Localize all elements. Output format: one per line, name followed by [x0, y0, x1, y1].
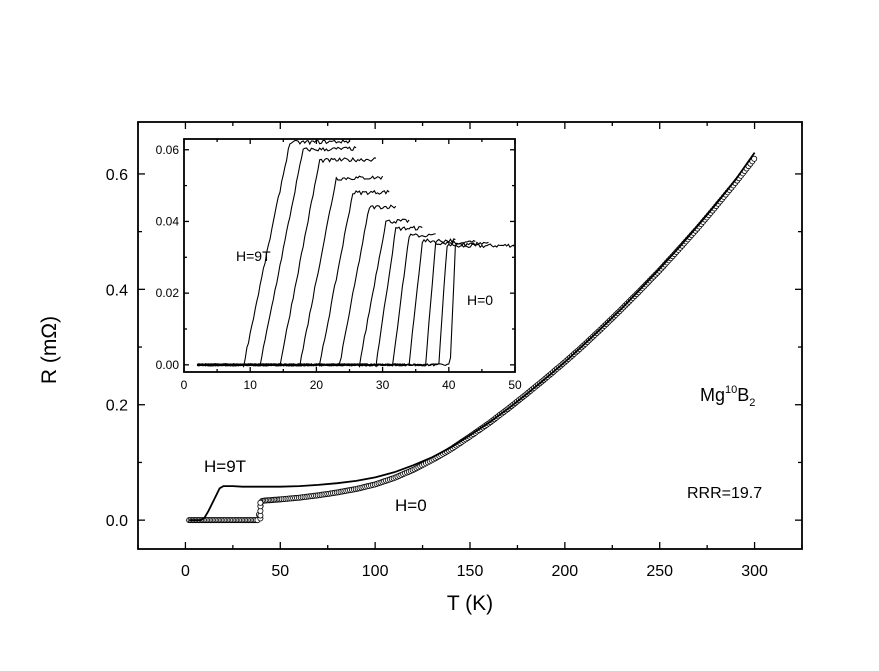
sample-element: B — [737, 385, 749, 405]
x-tick-label: 0 — [181, 563, 190, 580]
y-tick-label: 0.0 — [106, 513, 128, 530]
x-axis-title: T (K) — [447, 592, 493, 615]
sample-label: Mg10B2 — [700, 384, 755, 409]
inset-x-tick-label: 20 — [310, 378, 324, 392]
y-axis-title: R (mΩ) — [38, 316, 61, 384]
main-series — [186, 152, 758, 524]
inset-x-tick-label: 30 — [376, 378, 390, 392]
inset-y-tick-label: 0.04 — [156, 214, 180, 228]
inset-annotation-h0: H=0 — [467, 292, 493, 308]
inset-annotation-h9t: H=9T — [236, 248, 271, 264]
y-tick-label: 0.6 — [106, 167, 128, 184]
series-h9t-line — [189, 152, 756, 521]
series-h0 — [186, 155, 758, 524]
x-tick-label: 250 — [646, 563, 673, 580]
sample-subscript: 2 — [749, 397, 755, 409]
inset-y-tick-label: 0.02 — [156, 286, 180, 300]
x-tick-label: 100 — [362, 563, 389, 580]
x-tick-label: 50 — [271, 563, 289, 580]
data-point-h0 — [257, 499, 264, 506]
inset-y-tick-label: 0.06 — [156, 143, 180, 157]
inset-plot: 0 10 20 30 40 50 0.00 0.02 0.04 0.06 H=9T H=0 — [156, 138, 522, 392]
inset-x-tick-label: 10 — [244, 378, 258, 392]
inset-ticks: 0 10 20 30 40 50 0.00 0.02 0.04 0.06 — [156, 139, 522, 392]
x-tick-label: 300 — [741, 563, 768, 580]
inset-x-tick-label: 50 — [508, 378, 522, 392]
data-point-h0 — [751, 155, 758, 162]
sample-isotope: 10 — [725, 384, 737, 396]
inset-y-tick-label: 0.00 — [156, 358, 180, 372]
inset-background — [184, 139, 515, 372]
y-tick-label: 0.2 — [106, 398, 128, 415]
x-tick-label: 200 — [552, 563, 579, 580]
annotation-h0: H=0 — [395, 496, 427, 515]
x-tick-label: 150 — [457, 563, 484, 580]
inset-x-tick-label: 0 — [181, 378, 188, 392]
sample-base: Mg — [700, 385, 725, 405]
inset-curve — [196, 146, 357, 367]
annotation-h9t: H=9T — [204, 457, 246, 476]
annotation-rrr: RRR=19.7 — [687, 485, 762, 502]
inset-x-tick-label: 40 — [442, 378, 456, 392]
inset-curve — [196, 139, 350, 368]
y-tick-label: 0.4 — [106, 282, 128, 299]
inset-series — [196, 139, 515, 368]
